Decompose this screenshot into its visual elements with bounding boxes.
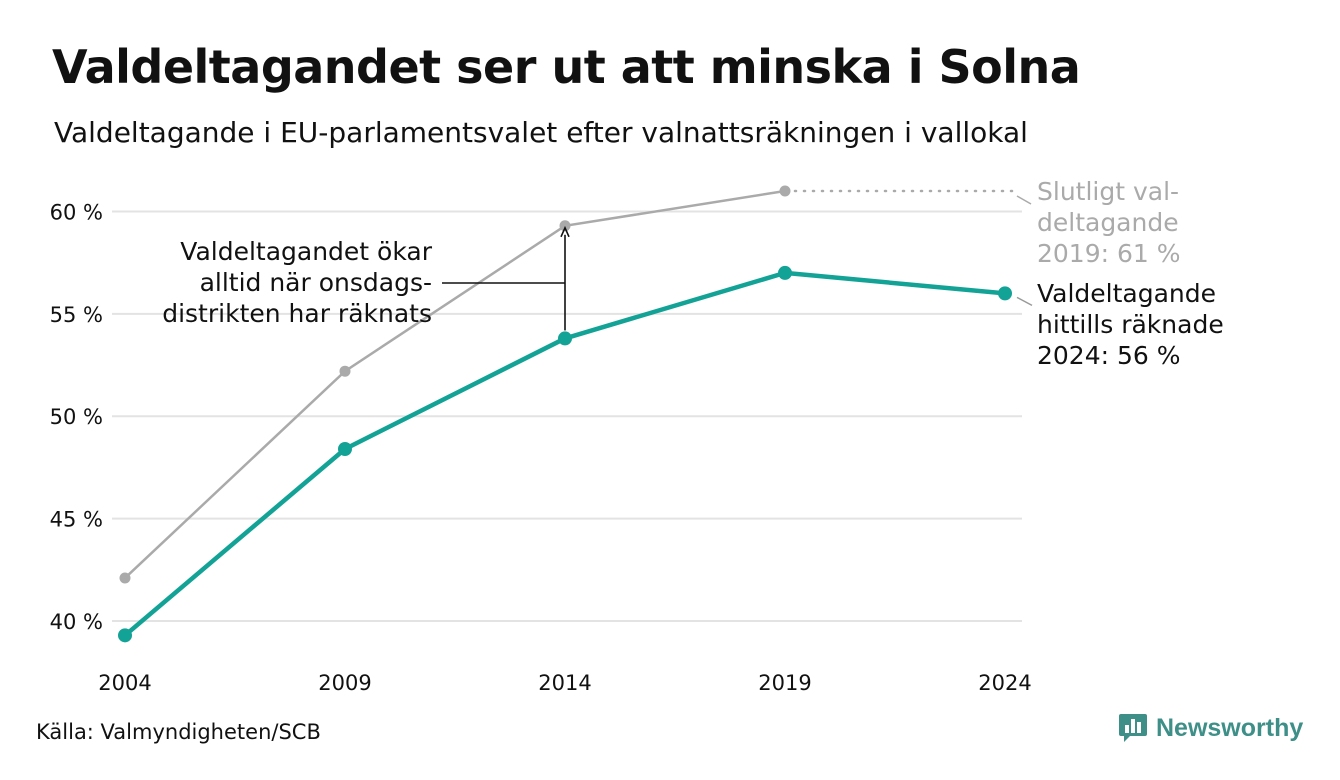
series-line-final bbox=[124, 189, 786, 579]
source-note: Källa: Valmyndigheten/SCB bbox=[36, 720, 321, 744]
series-label-counted: Valdeltagande bbox=[1037, 279, 1216, 308]
data-point-counted bbox=[778, 265, 792, 280]
series-label-final: deltagande bbox=[1037, 208, 1179, 237]
series-label-counted: hittills räknade bbox=[1037, 310, 1224, 339]
annotation-text: alltid när onsdags- bbox=[200, 268, 432, 297]
series-label-final: Slutligt val- bbox=[1037, 177, 1179, 206]
data-point-counted bbox=[558, 331, 572, 346]
y-tick-label: 55 % bbox=[50, 303, 103, 327]
y-tick-label: 50 % bbox=[50, 405, 103, 429]
x-tick-label: 2024 bbox=[978, 671, 1031, 695]
data-point-final bbox=[779, 185, 791, 197]
annotation-text: Valdeltagandet ökar bbox=[180, 237, 432, 266]
x-tick-label: 2014 bbox=[538, 671, 591, 695]
data-point-final bbox=[559, 220, 571, 232]
data-point-counted bbox=[998, 286, 1012, 301]
line-chart: 40 % 45 % 50 % 55 % 60 % 2004 2009 2014 2019 2024… bbox=[50, 177, 1224, 695]
newsworthy-logo: Newsworthy bbox=[1118, 712, 1303, 744]
data-point-counted bbox=[118, 628, 132, 643]
annotation-arrowhead bbox=[560, 225, 570, 238]
x-tick-label: 2009 bbox=[318, 671, 371, 695]
chart-title: Valdeltagandet ser ut att minska i Solna bbox=[52, 40, 1081, 94]
label-connector-counted bbox=[1016, 296, 1033, 307]
chart-subtitle: Valdeltagande i EU-parlamentsvalet efter… bbox=[54, 116, 1028, 149]
x-tick-label: 2004 bbox=[98, 671, 151, 695]
series-label-counted: 2024: 56 % bbox=[1037, 341, 1181, 370]
series-label-final: 2019: 61 % bbox=[1037, 239, 1181, 268]
x-tick-label: 2019 bbox=[758, 671, 811, 695]
y-tick-label: 45 % bbox=[50, 508, 103, 532]
data-point-final bbox=[119, 572, 131, 584]
brand-name: Newsworthy bbox=[1156, 713, 1304, 742]
label-connector-final bbox=[1016, 195, 1032, 205]
annotation-text: distrikten har räknats bbox=[162, 299, 432, 328]
y-tick-label: 40 % bbox=[50, 610, 103, 634]
bar-chart-icon bbox=[1119, 714, 1147, 742]
data-point-final bbox=[339, 365, 351, 377]
data-point-counted bbox=[338, 442, 352, 456]
y-tick-label: 60 % bbox=[50, 200, 103, 224]
